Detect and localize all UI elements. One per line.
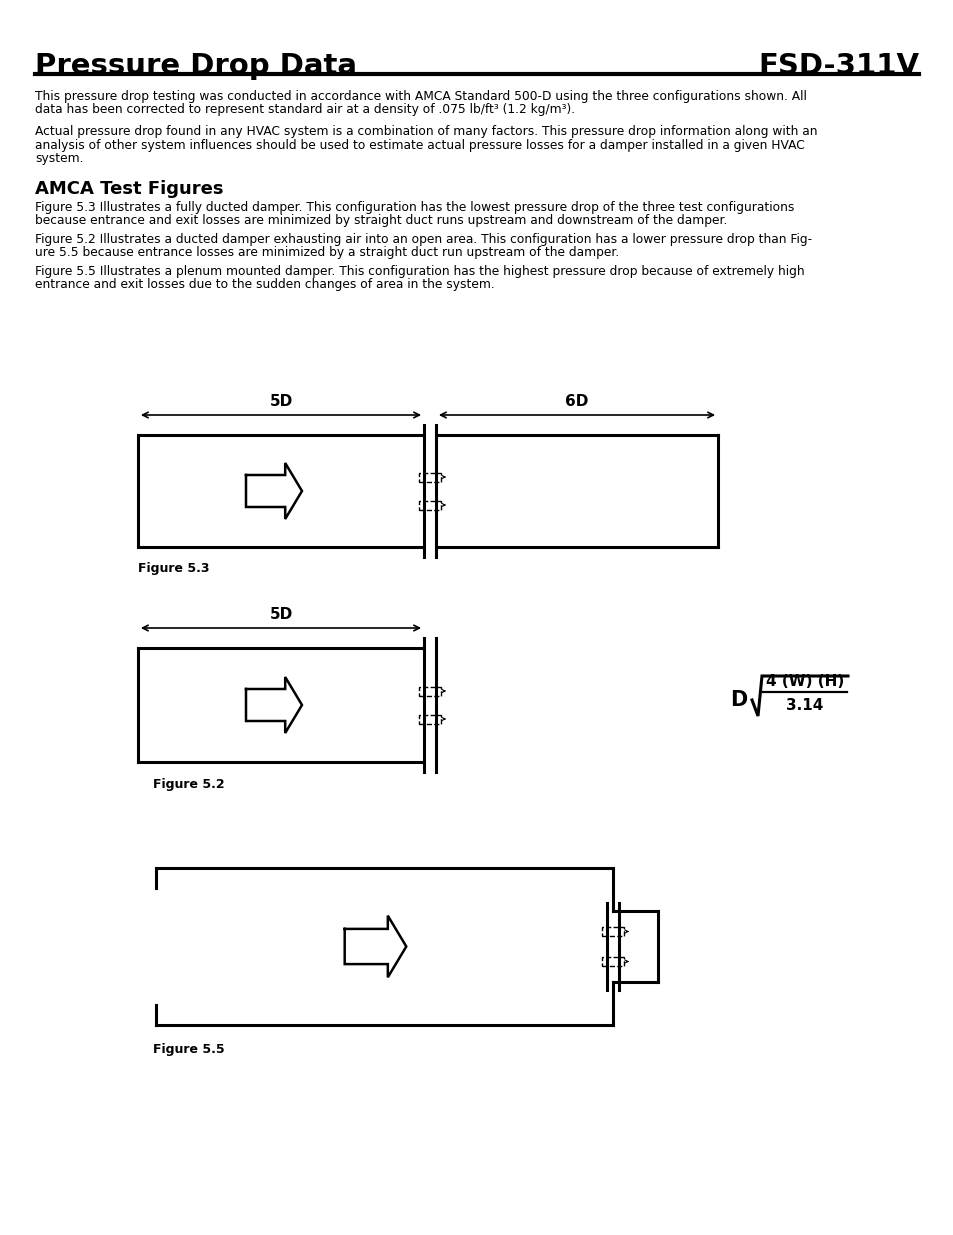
Text: 6D: 6D bbox=[565, 394, 588, 409]
Text: ure 5.5 because entrance losses are minimized by a straight duct run upstream of: ure 5.5 because entrance losses are mini… bbox=[35, 246, 618, 259]
Bar bbox=[601, 957, 623, 966]
Text: 5D: 5D bbox=[269, 394, 293, 409]
Bar bbox=[418, 473, 440, 482]
Text: entrance and exit losses due to the sudden changes of area in the system.: entrance and exit losses due to the sudd… bbox=[35, 278, 495, 291]
Text: Figure 5.2 Illustrates a ducted damper exhausting air into an open area. This co: Figure 5.2 Illustrates a ducted damper e… bbox=[35, 232, 811, 246]
Text: system.: system. bbox=[35, 152, 84, 165]
Text: Pressure Drop Data: Pressure Drop Data bbox=[35, 52, 356, 80]
Text: 3.14: 3.14 bbox=[785, 699, 822, 714]
Text: This pressure drop testing was conducted in accordance with AMCA Standard 500-D : This pressure drop testing was conducted… bbox=[35, 90, 806, 103]
Bar bbox=[418, 715, 440, 724]
Text: because entrance and exit losses are minimized by straight duct runs upstream an: because entrance and exit losses are min… bbox=[35, 214, 726, 227]
Text: 4 (W) (H): 4 (W) (H) bbox=[765, 674, 843, 689]
Text: Figure 5.5: Figure 5.5 bbox=[152, 1044, 224, 1056]
Text: Figure 5.3: Figure 5.3 bbox=[138, 562, 210, 576]
Text: analysis of other system influences should be used to estimate actual pressure l: analysis of other system influences shou… bbox=[35, 138, 804, 152]
Text: AMCA Test Figures: AMCA Test Figures bbox=[35, 180, 223, 199]
Text: D: D bbox=[729, 690, 746, 710]
Text: 5D: 5D bbox=[269, 606, 293, 622]
Text: Figure 5.3 Illustrates a fully ducted damper. This configuration has the lowest : Figure 5.3 Illustrates a fully ducted da… bbox=[35, 200, 794, 214]
Text: data has been corrected to represent standard air at a density of .075 lb/ft³ (1: data has been corrected to represent sta… bbox=[35, 104, 575, 116]
Bar bbox=[418, 687, 440, 695]
Text: Figure 5.5 Illustrates a plenum mounted damper. This configuration has the highe: Figure 5.5 Illustrates a plenum mounted … bbox=[35, 264, 803, 278]
Bar bbox=[601, 927, 623, 936]
Text: Figure 5.2: Figure 5.2 bbox=[152, 778, 224, 790]
Text: FSD-311V: FSD-311V bbox=[758, 52, 918, 80]
Bar bbox=[418, 500, 440, 510]
Text: Actual pressure drop found in any HVAC system is a combination of many factors. : Actual pressure drop found in any HVAC s… bbox=[35, 125, 817, 138]
